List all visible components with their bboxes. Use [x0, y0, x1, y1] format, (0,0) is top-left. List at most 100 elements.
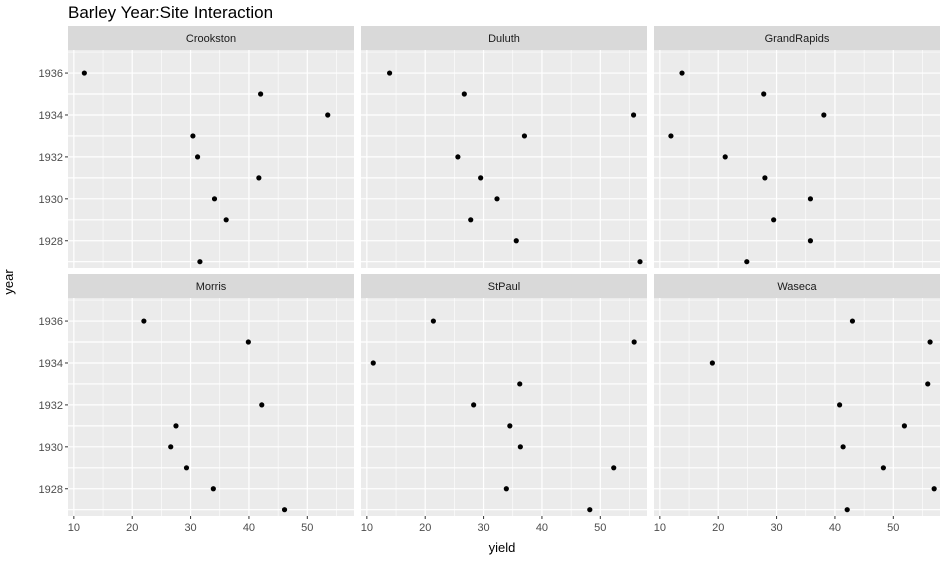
x-tick-label: 20 — [712, 522, 724, 534]
data-point-1930 — [807, 196, 814, 202]
data-point-1933 — [190, 133, 196, 139]
data-point-1929 — [183, 465, 190, 471]
data-point-1927 — [744, 259, 750, 265]
x-tick-label: 10 — [361, 522, 373, 534]
x-tick-label: 20 — [419, 522, 431, 534]
facet-strip-label: Duluth — [488, 33, 520, 45]
data-point-1936 — [81, 70, 87, 76]
data-point-1934 — [709, 360, 715, 366]
data-point-1935 — [761, 91, 767, 97]
x-tick-label: 10 — [654, 522, 666, 534]
y-tick-label: 1936 — [39, 68, 63, 80]
facet-strip-label: GrandRapids — [765, 33, 830, 45]
data-point-1929 — [223, 217, 229, 223]
facet-strip — [361, 274, 647, 298]
panel-background — [654, 298, 940, 516]
data-point-1935 — [927, 339, 933, 345]
data-point-1935 — [245, 339, 251, 345]
facet-strip — [68, 26, 354, 50]
data-point-1931 — [507, 423, 513, 429]
data-point-1931 — [762, 175, 768, 181]
facet-panel-stpaul: StPaul 10 20 30 40 50 — [361, 274, 647, 534]
data-point-1928 — [807, 238, 814, 244]
y-tick-label: 1928 — [39, 484, 63, 496]
data-point-1932 — [722, 154, 728, 160]
data-point-1932 — [471, 402, 477, 408]
data-point-1929 — [880, 465, 886, 471]
y-tick-label: 1930 — [39, 194, 63, 206]
facet-strip-label: StPaul — [488, 281, 520, 293]
data-point-1931 — [256, 175, 262, 181]
data-point-1927 — [844, 507, 850, 513]
data-point-1930 — [494, 196, 500, 202]
x-tick-label: 50 — [301, 522, 313, 534]
data-point-1929 — [611, 465, 617, 471]
data-point-1933 — [521, 133, 528, 139]
data-point-1934 — [325, 112, 331, 118]
x-axis-title: yield — [489, 540, 516, 555]
y-tick-label: 1928 — [39, 236, 63, 248]
x-tick-label: 30 — [770, 522, 782, 534]
data-point-1930 — [211, 196, 218, 202]
x-tick-label: 40 — [243, 522, 255, 534]
data-point-1934 — [630, 112, 637, 118]
facet-panels: Crookston 1928 1930 1932 1934 1936 Duluth Grand… — [39, 26, 940, 534]
x-tick-label: 30 — [477, 522, 489, 534]
facet-strip-label: Crookston — [186, 33, 236, 45]
data-point-1936 — [849, 318, 856, 324]
data-point-1936 — [387, 70, 393, 76]
facet-panel-duluth: Duluth — [361, 26, 647, 268]
data-point-1935 — [461, 91, 467, 97]
data-point-1928 — [513, 238, 519, 244]
y-axis-title: year — [1, 269, 16, 295]
data-point-1931 — [478, 175, 484, 181]
data-point-1932 — [194, 154, 201, 160]
data-point-1927 — [637, 259, 643, 265]
panel-background — [361, 50, 647, 268]
facet-strip — [654, 26, 940, 50]
data-point-1934 — [821, 112, 827, 118]
data-point-1928 — [503, 486, 509, 492]
x-tick-label: 10 — [68, 522, 80, 534]
x-tick-label: 20 — [126, 522, 138, 534]
data-point-1927 — [281, 507, 288, 513]
data-point-1933 — [668, 133, 674, 139]
data-point-1927 — [587, 507, 593, 513]
data-point-1929 — [771, 217, 777, 223]
x-tick-label: 40 — [536, 522, 548, 534]
data-point-1936 — [430, 318, 436, 324]
data-point-1931 — [173, 423, 179, 429]
data-point-1932 — [455, 154, 461, 160]
data-point-1930 — [517, 444, 523, 450]
y-tick-label: 1932 — [39, 152, 63, 164]
data-point-1932 — [837, 402, 843, 408]
data-point-1934 — [370, 360, 376, 366]
data-point-1927 — [197, 259, 203, 265]
data-point-1936 — [141, 318, 147, 324]
y-tick-label: 1934 — [39, 358, 63, 370]
y-tick-label: 1932 — [39, 400, 63, 412]
panel-background — [361, 298, 647, 516]
data-point-1929 — [468, 217, 474, 223]
data-point-1930 — [840, 444, 846, 450]
x-tick-label: 50 — [594, 522, 606, 534]
panel-background — [68, 298, 354, 516]
facet-strip — [68, 274, 354, 298]
facet-strip — [361, 26, 647, 50]
data-point-1936 — [679, 70, 685, 76]
y-tick-label: 1934 — [39, 110, 63, 122]
facet-strip-label: Morris — [196, 281, 227, 293]
data-point-1935 — [258, 91, 264, 97]
facet-panel-morris: Morris 1928 1930 1932 1934 1936 10 20 30 40 50 — [39, 274, 354, 534]
data-point-1928 — [931, 486, 937, 492]
facet-strip — [654, 274, 940, 298]
x-tick-label: 40 — [829, 522, 841, 534]
x-tick-label: 50 — [887, 522, 899, 534]
x-tick-label: 30 — [184, 522, 196, 534]
facet-strip-label: Waseca — [777, 281, 817, 293]
data-point-1933 — [517, 381, 523, 387]
y-tick-label: 1936 — [39, 316, 63, 328]
data-point-1933 — [925, 381, 931, 387]
y-tick-label: 1930 — [39, 442, 63, 454]
data-point-1930 — [168, 444, 174, 450]
